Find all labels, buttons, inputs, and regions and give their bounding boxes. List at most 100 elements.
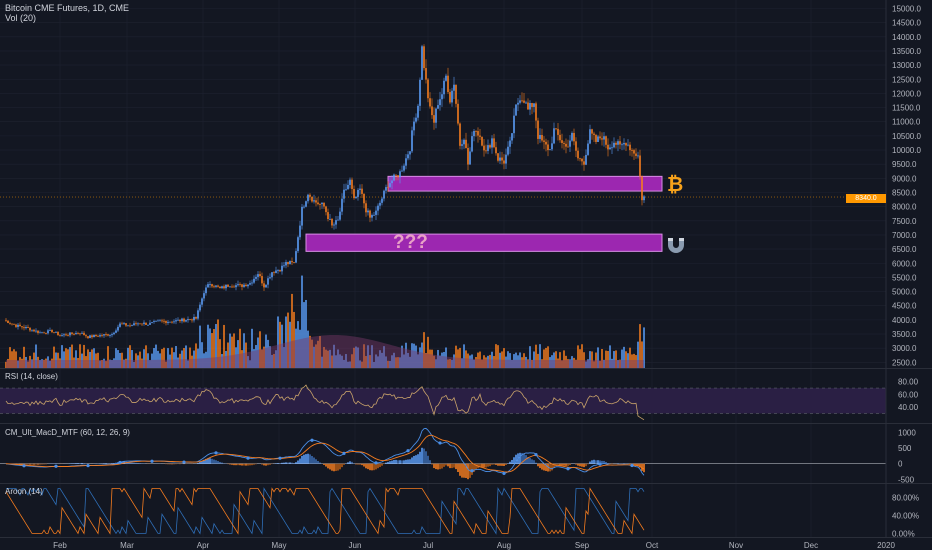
candle-body [73, 333, 75, 335]
macd-histogram-bar [207, 458, 209, 464]
macd-histogram-bar [347, 462, 349, 464]
macd-histogram-bar [299, 458, 301, 464]
volume-bar [345, 354, 347, 368]
volume-bar [599, 360, 601, 368]
volume-legend[interactable]: Vol (20) [5, 13, 37, 23]
macd-histogram-bar [465, 463, 467, 479]
candle-body [111, 334, 113, 336]
volume-bar [283, 347, 285, 368]
volume-bar [581, 344, 583, 368]
candle-body [443, 80, 445, 95]
volume-bar [75, 350, 77, 368]
candle-body [449, 92, 451, 103]
volume-bar [347, 361, 349, 368]
macd-histogram-bar [541, 463, 543, 470]
candle-body [123, 323, 125, 325]
candle-body [625, 143, 627, 146]
macd-histogram-bar [113, 463, 115, 464]
macd-cross-dot [342, 451, 346, 455]
candle-body [477, 131, 479, 136]
candle-body [157, 320, 159, 322]
macd-cross-dot [214, 451, 218, 455]
macd-histogram-bar [421, 447, 423, 464]
candle-body [425, 68, 427, 80]
macd-histogram-bar [355, 463, 357, 465]
pane-separators[interactable] [0, 368, 932, 538]
volume-bar [349, 361, 351, 368]
volume-bar [549, 357, 551, 368]
candle-body [47, 330, 49, 334]
support-zones[interactable] [0, 175, 886, 252]
aroon-label[interactable]: Aroon (14) [5, 487, 43, 496]
volume-bar [513, 354, 515, 368]
volume-bar [617, 360, 619, 368]
macd-label[interactable]: CM_Ult_MacD_MTF (60, 12, 26, 9) [5, 428, 130, 437]
candle-body [637, 155, 639, 157]
candle-body [285, 262, 287, 266]
candle-body [279, 270, 281, 272]
volume-bar [421, 342, 423, 368]
volume-bar [87, 349, 89, 368]
volume-bar [209, 328, 211, 368]
macd-histogram-bar [467, 463, 469, 480]
macd-histogram-bar [513, 457, 515, 464]
candle-body [55, 331, 57, 333]
candle-body [595, 134, 597, 142]
candle-body [393, 174, 395, 181]
volume-bar [287, 312, 289, 368]
candle-body [171, 321, 173, 323]
macd-cross-dot [246, 456, 250, 460]
macd-histogram-bar [569, 463, 571, 466]
volume-bar [567, 359, 569, 368]
candle-body [19, 324, 21, 327]
macd-histogram-bar [417, 454, 419, 464]
macd-histogram-bar [431, 463, 433, 465]
candle-body [379, 202, 381, 206]
volume-bar [459, 347, 461, 368]
macd-histogram-bar [29, 463, 31, 465]
volume-bar [31, 359, 33, 368]
volume-bar [145, 345, 147, 368]
candle-body [567, 146, 569, 148]
candle-body [161, 320, 163, 322]
volume-bar [619, 359, 621, 368]
candle-body [139, 323, 141, 325]
time-axis[interactable]: Feb Mar Apr May Jun Jul Aug Sep Oct Nov Dec 2020 [53, 541, 895, 550]
macd-histogram-bar [565, 463, 567, 466]
candle-body [633, 150, 635, 154]
symbol-title[interactable]: Bitcoin CME Futures, 1D, CME [5, 3, 130, 13]
candle-body [455, 84, 457, 104]
candle-body [327, 212, 329, 220]
candle-body [231, 286, 233, 288]
candle-body [415, 117, 417, 122]
volume-bar [41, 359, 43, 368]
macd-histogram-bar [291, 462, 293, 464]
volume-bar [541, 359, 543, 368]
volume-bar [35, 344, 37, 368]
price-axis[interactable]: 2500.0 3000.0 3500.0 4000.0 4500.0 5000.0 5500… [885, 0, 921, 537]
candle-body [641, 176, 643, 201]
volume-bar [251, 328, 253, 368]
macd-histogram-bar [389, 461, 391, 464]
volume-bar [371, 345, 373, 368]
candle-body [299, 225, 301, 238]
candle-body [597, 136, 599, 142]
rsi-label[interactable]: RSI (14, close) [5, 372, 58, 381]
volume-bar [575, 359, 577, 368]
macd-histogram-bar [563, 463, 565, 466]
volume-bar [311, 339, 313, 368]
candle-body [553, 128, 555, 144]
volume-bar [363, 344, 365, 368]
volume-bar [503, 348, 505, 368]
volume-bar [605, 350, 607, 368]
volume-bar [573, 357, 575, 368]
volume-bar [139, 351, 141, 368]
macd-histogram-bar [585, 463, 587, 467]
volume-bar [335, 355, 337, 368]
volume-bar [523, 353, 525, 368]
macd-histogram-bar [509, 461, 511, 464]
volume-bar [207, 324, 209, 368]
volume-bar [415, 345, 417, 368]
candle-body [487, 145, 489, 151]
